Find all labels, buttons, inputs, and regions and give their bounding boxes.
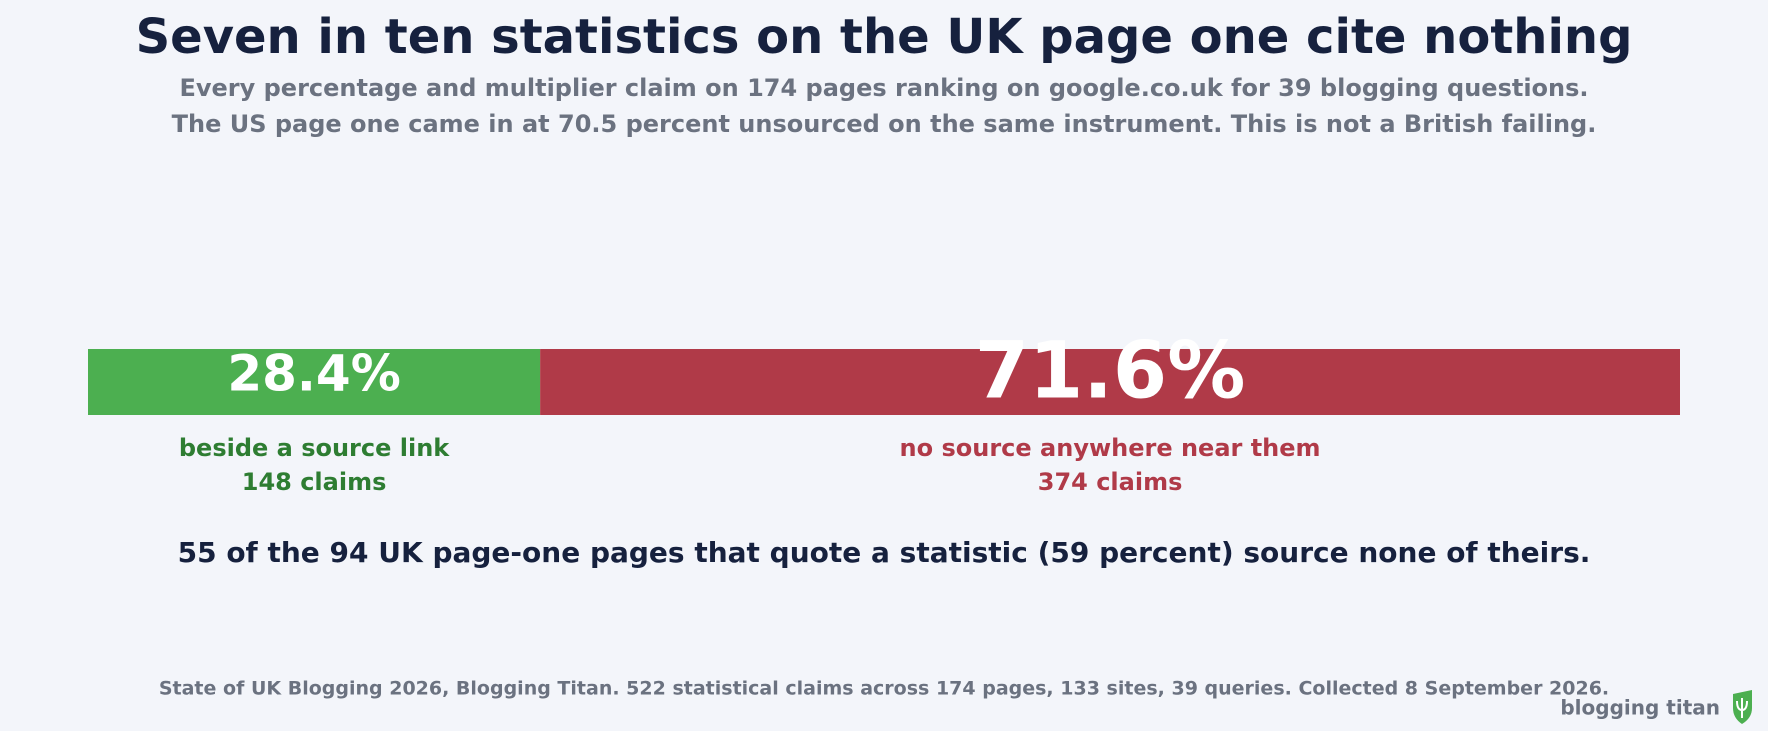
- legend-label: beside a source link: [179, 434, 450, 462]
- bar-segment: [540, 349, 1681, 415]
- chart-title: Seven in ten statistics on the UK page o…: [136, 9, 1633, 65]
- value-label: 28.4%: [227, 345, 400, 403]
- count-label: 148 claims: [242, 468, 387, 496]
- brand: blogging titan: [1560, 696, 1720, 720]
- legend-label: no source anywhere near them: [900, 434, 1321, 462]
- source: State of UK Blogging 2026, Blogging Tita…: [159, 678, 1609, 700]
- value-label: 71.6%: [975, 326, 1246, 416]
- subtitle: Every percentage and multiplier claim on…: [179, 74, 1588, 102]
- brand-logo: [1733, 690, 1752, 724]
- count-label: 374 claims: [1038, 468, 1183, 496]
- subtitle: The US page one came in at 70.5 percent …: [172, 110, 1597, 138]
- bar-segment: [88, 349, 541, 415]
- note: 55 of the 94 UK page-one pages that quot…: [178, 536, 1591, 569]
